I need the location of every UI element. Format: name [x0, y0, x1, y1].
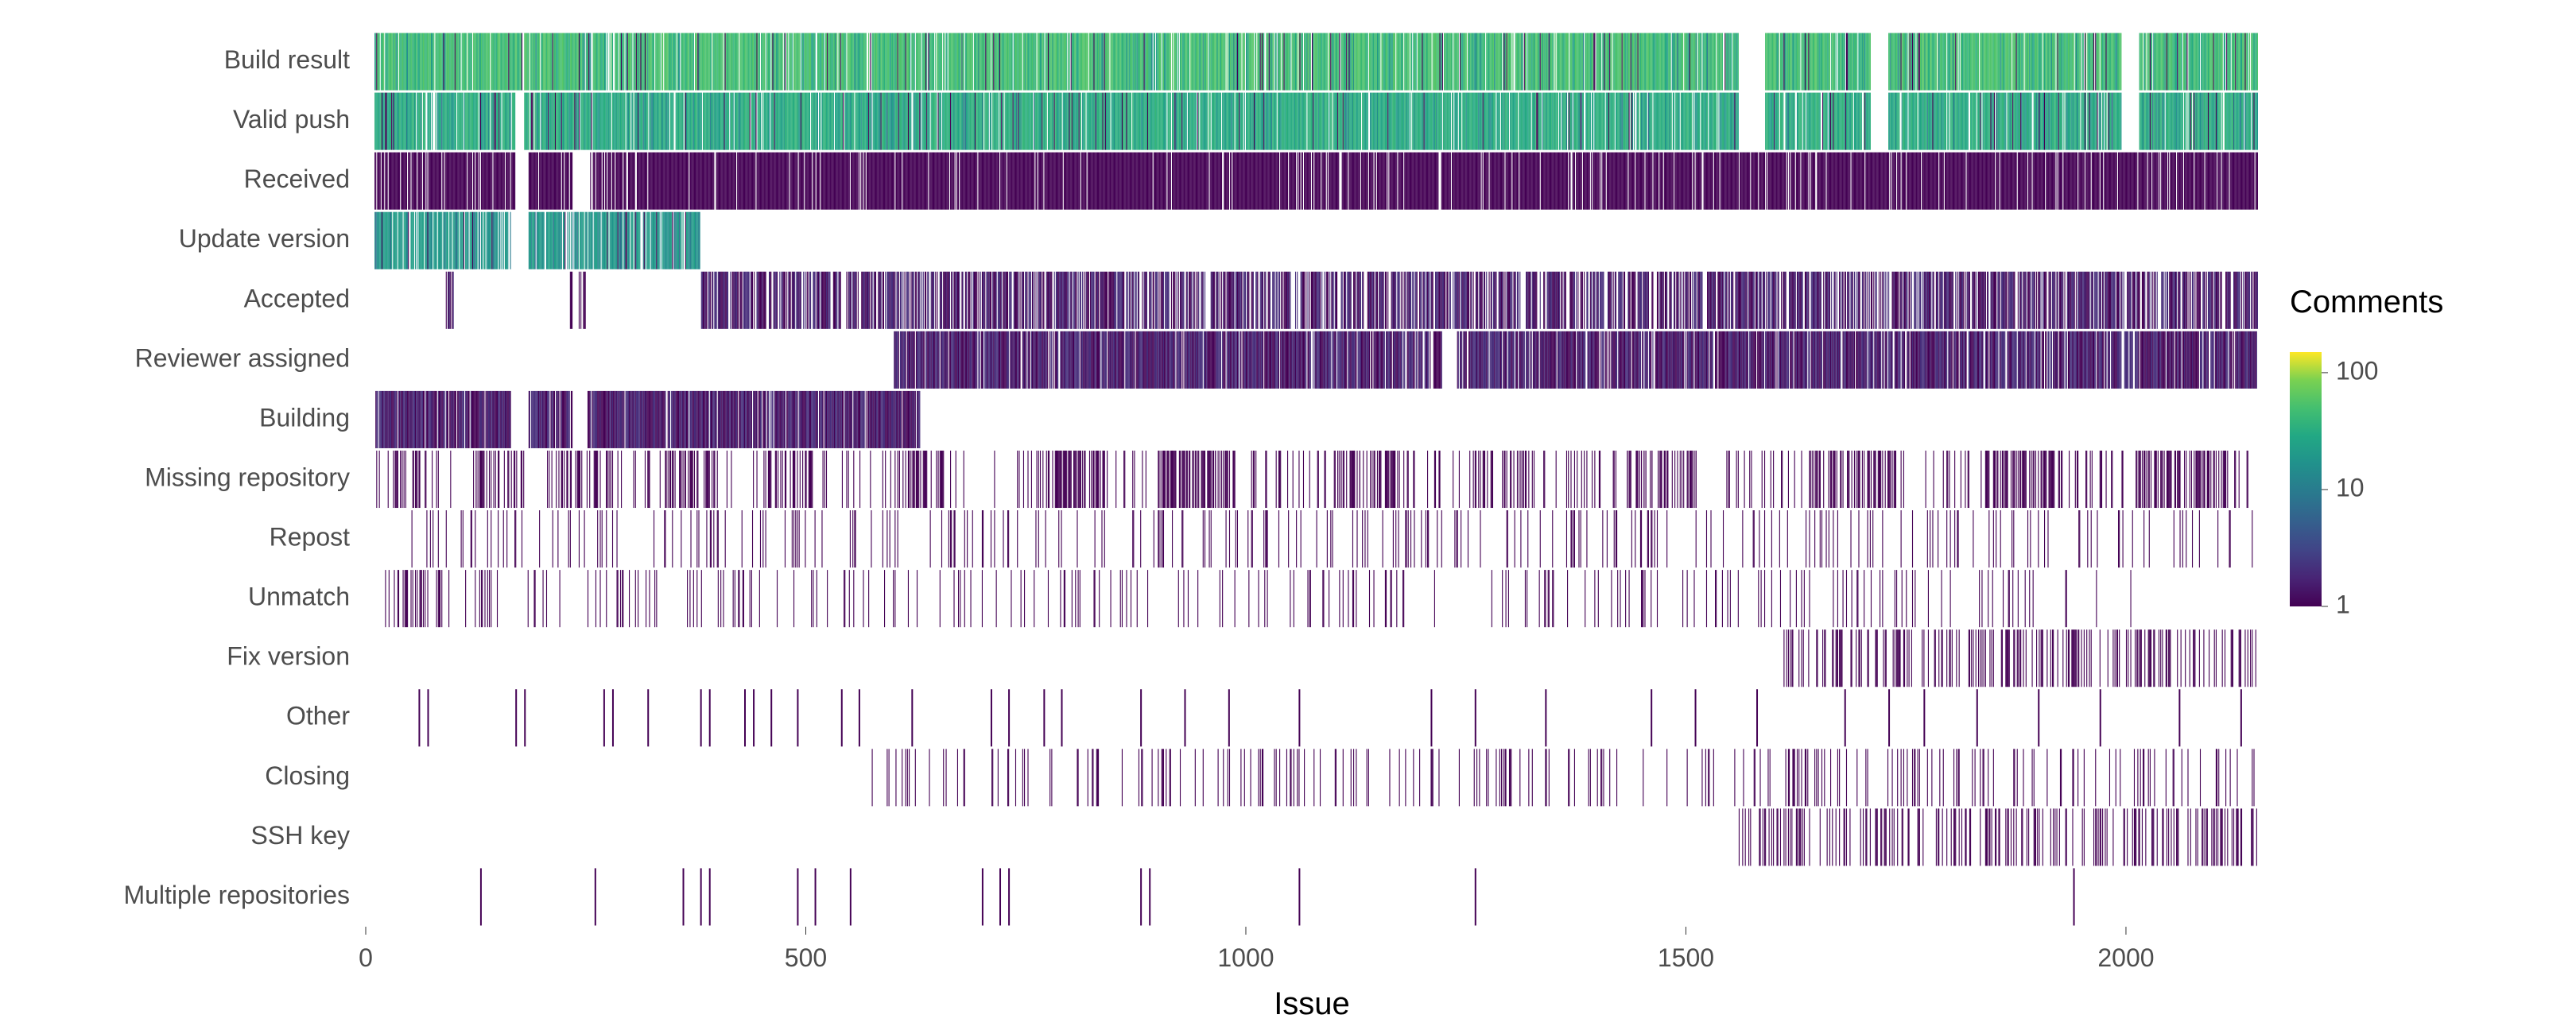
y-tick-label: Reviewer assigned — [135, 343, 350, 372]
legend-tick-label: 100 — [2336, 356, 2378, 385]
x-tick-label: 0 — [359, 943, 373, 972]
y-tick-label: Other — [286, 702, 350, 730]
x-tick-label: 1500 — [1658, 943, 1714, 972]
x-tick-label: 500 — [785, 943, 827, 972]
y-tick-label: Building — [259, 403, 350, 432]
chart-svg: Build result Valid push Received Update ver… — [0, 0, 2576, 1030]
y-tick-label: Unmatch — [248, 583, 350, 611]
legend-colorbar — [2290, 352, 2322, 606]
x-tick-label: 1000 — [1217, 943, 1274, 972]
y-tick-label: Repost — [270, 523, 351, 552]
y-tick-label: SSH key — [251, 821, 350, 850]
y-tick-label: Update version — [179, 224, 350, 253]
y-tick-label: Received — [244, 165, 350, 193]
y-tick-label: Accepted — [244, 284, 350, 312]
y-tick-label: Multiple repositories — [123, 881, 350, 909]
y-tick-label: Build result — [224, 45, 350, 74]
x-axis-title: Issue — [1274, 986, 1350, 1021]
y-tick-label: Missing repository — [145, 463, 350, 491]
y-tick-label: Valid push — [233, 105, 350, 134]
legend-title: Comments — [2290, 285, 2443, 319]
chart-container: Build result Valid push Received Update ver… — [0, 0, 2576, 1030]
y-tick-label: Closing — [265, 761, 350, 790]
legend-tick-label: 10 — [2336, 473, 2365, 502]
y-tick-label: Fix version — [227, 642, 350, 671]
x-tick-label: 2000 — [2097, 943, 2154, 972]
legend-tick-label: 1 — [2336, 590, 2350, 618]
